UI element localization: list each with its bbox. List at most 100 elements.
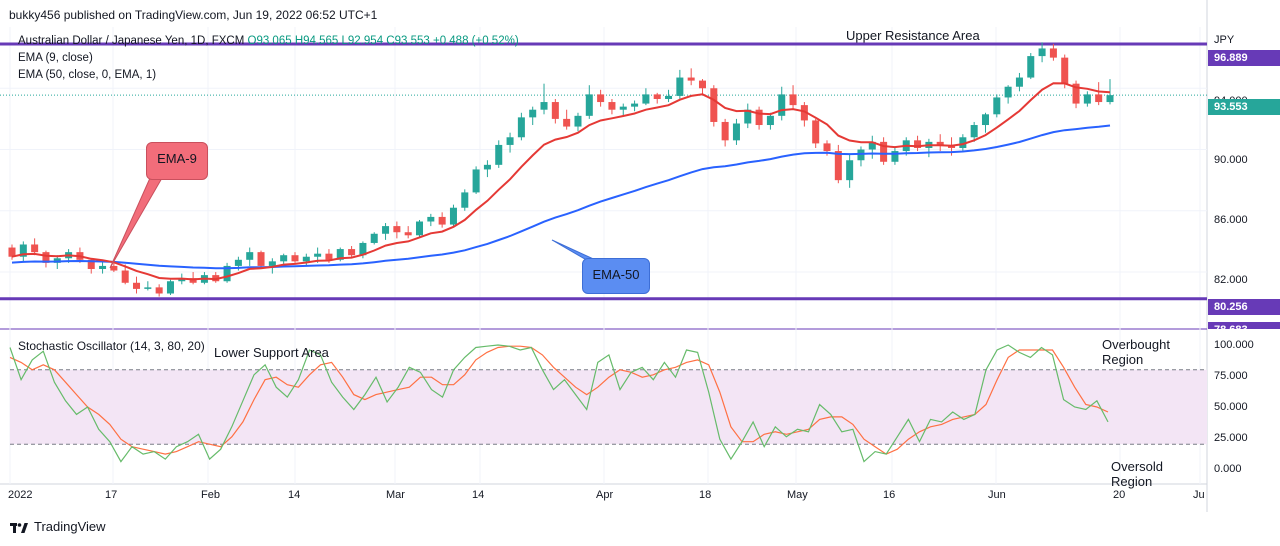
candle-body (359, 242, 367, 256)
candle-body (868, 141, 876, 150)
oversold-label: Oversold Region (1111, 459, 1164, 489)
candle-body (936, 141, 944, 145)
candle-body (732, 123, 740, 141)
price-tick: 90.000 (1214, 154, 1248, 166)
candle-body (31, 244, 39, 253)
candle-body (665, 95, 673, 99)
candle-body (823, 143, 831, 152)
candle-body (42, 252, 50, 263)
time-tick: 16 (883, 489, 896, 501)
candle-body (336, 249, 344, 260)
candle-body (370, 233, 378, 243)
ema9-legend: EMA (9, close) (18, 52, 93, 64)
osc-band (10, 369, 1207, 445)
time-tick: Feb (201, 489, 220, 501)
candle-body (834, 151, 842, 181)
osc-tick: 50.000 (1214, 401, 1248, 413)
candle-body (246, 252, 254, 260)
candle-body (438, 216, 446, 225)
candle-body (755, 109, 763, 126)
price-tick: 82.000 (1214, 274, 1248, 286)
candle-body (393, 226, 401, 233)
candle-body (653, 94, 661, 99)
candle-body (698, 80, 707, 89)
osc-tick: 0.000 (1214, 463, 1242, 475)
candle-body (234, 259, 242, 266)
time-tick: Jun (988, 489, 1006, 501)
candle-body (449, 207, 457, 225)
candle-body (144, 287, 152, 289)
candle-body (87, 259, 95, 269)
candle-body (585, 94, 593, 116)
currency-label: JPY (1214, 34, 1235, 46)
ema50-legend: EMA (50, close, 0, EMA, 1) (18, 69, 157, 81)
candle-body (189, 278, 197, 283)
candle-body (166, 281, 174, 294)
time-tick: Ju (1193, 489, 1205, 501)
candle-body (880, 141, 888, 162)
candle-body (348, 249, 356, 256)
candle-body (721, 121, 729, 141)
candle-body (1049, 48, 1057, 58)
candle-body (800, 105, 808, 121)
candle-body (846, 160, 854, 181)
candle-body (789, 94, 797, 106)
candle-body (1004, 86, 1012, 98)
candle-body (744, 109, 752, 124)
candle-body (1072, 83, 1080, 104)
stochastic-legend: Stochastic Oscillator (14, 3, 80, 20) (18, 339, 205, 353)
candle-body (19, 244, 27, 257)
candle-body (540, 102, 548, 110)
candle-body (495, 144, 503, 165)
osc-tick: 100.000 (1214, 339, 1254, 351)
candle-body (914, 140, 922, 148)
candle-body (280, 255, 288, 262)
ema50-callout: EMA-50 (582, 258, 650, 294)
publish-header: bukky456 published on TradingView.com, J… (9, 8, 378, 22)
candle-body (314, 253, 322, 257)
time-tick: 14 (288, 489, 301, 501)
candle-body (619, 106, 627, 110)
candle-body (99, 265, 107, 269)
candle-body (778, 94, 786, 116)
last-price-tag: 93.553 (1208, 99, 1280, 115)
candle-body (110, 265, 118, 271)
tradingview-logo-icon (10, 522, 28, 533)
ohlc-change: +0.488 (+0.52%) (432, 35, 519, 47)
candle-body (325, 253, 333, 260)
candle-body (404, 232, 412, 236)
candle-body (1038, 48, 1046, 57)
time-tick: Apr (596, 489, 614, 501)
tradingview-brand[interactable]: TradingView (10, 519, 106, 534)
candle-body (291, 255, 299, 262)
symbol-name: Australian Dollar / Japanese Yen, 1D, FX… (18, 35, 245, 47)
ema50-line (11, 124, 1111, 270)
candle-body (551, 102, 559, 119)
ohlc-open: O93.065 (247, 35, 292, 47)
ema9-callout-pointer (109, 177, 163, 269)
candle-body (563, 118, 571, 127)
candle-body (597, 94, 605, 103)
candle-body (223, 265, 231, 282)
osc-tick: 75.000 (1214, 370, 1248, 382)
candle-body (981, 114, 989, 126)
candle-body (1061, 57, 1069, 84)
candle-body (517, 117, 525, 138)
candle-body (1106, 95, 1114, 103)
time-tick: 2022 (8, 489, 33, 501)
candle-body (1015, 77, 1023, 87)
candle-body (608, 102, 616, 110)
candle-body (8, 247, 16, 257)
candle-body (1095, 94, 1103, 103)
candle-body (472, 169, 480, 193)
candle-body (415, 221, 424, 236)
osc-tick: 25.000 (1214, 432, 1248, 444)
ohlc-close: C93.553 (386, 35, 430, 47)
candle-body (121, 270, 129, 283)
candle-body (1083, 94, 1091, 104)
candle-body (133, 282, 141, 289)
candle-body (891, 151, 899, 162)
time-tick: Mar (386, 489, 405, 501)
